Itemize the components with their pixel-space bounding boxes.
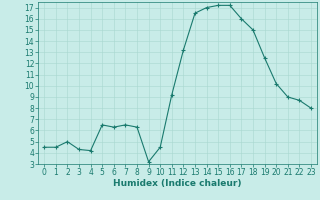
X-axis label: Humidex (Indice chaleur): Humidex (Indice chaleur)	[113, 179, 242, 188]
